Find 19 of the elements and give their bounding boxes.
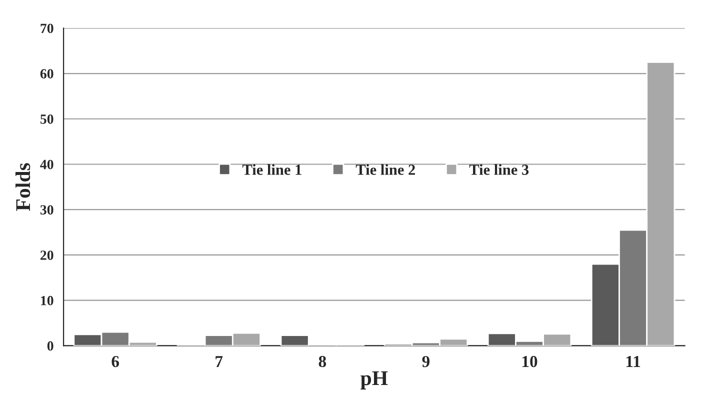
y-tick-label: 50 — [40, 114, 54, 124]
x-tick-label: 10 — [522, 356, 538, 368]
y-tick-label: 20 — [40, 250, 54, 260]
x-tick-label: 6 — [112, 356, 119, 368]
legend-label: Tie line 3 — [469, 164, 529, 175]
legend-label: Tie line 2 — [356, 164, 415, 175]
x-tick-label: 7 — [216, 356, 223, 368]
x-axis-title: pH — [360, 371, 388, 390]
y-tick-label: 30 — [40, 205, 54, 215]
x-tick-label: 11 — [626, 356, 640, 368]
y-tick-label: 70 — [40, 24, 54, 34]
legend-label: Tie line 1 — [242, 164, 302, 175]
y-axis-title: Folds — [15, 163, 30, 211]
y-tick-label: 0 — [47, 341, 54, 351]
x-tick-label: 8 — [318, 356, 326, 368]
y-tick-label: 10 — [41, 296, 54, 306]
x-tick-label: 9 — [422, 356, 430, 368]
y-tick-label: 60 — [40, 69, 54, 78]
y-tick-label: 40 — [40, 160, 54, 170]
